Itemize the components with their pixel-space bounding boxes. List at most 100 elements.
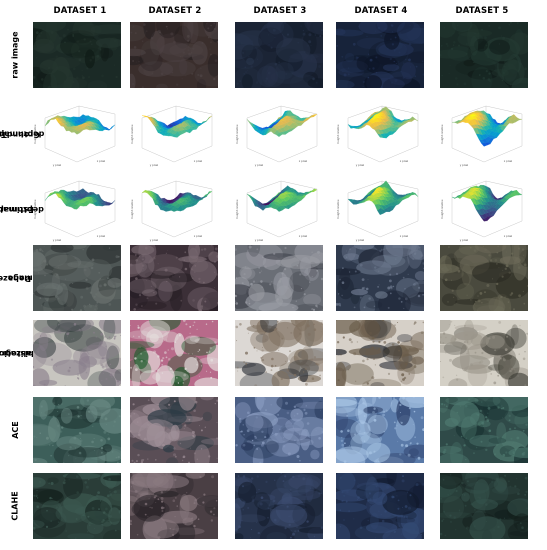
row-label-histogram-equalization: histogramequalization — [0, 320, 49, 386]
depthmap-surface-plot: height relative y pixel x pixel — [233, 175, 325, 245]
x-axis-label: x pixel — [299, 159, 308, 163]
axis-box-line — [44, 147, 78, 163]
surface-plot-svg: height relative y pixel x pixel — [336, 180, 419, 242]
image-tile — [440, 473, 528, 539]
row-label-raw-image: raw image — [11, 31, 20, 79]
underwater-photo — [440, 22, 528, 88]
row-label-estimated-depthmap: Estimateddepthmap — [0, 172, 44, 246]
surface-plot-svg: height relative y pixel x pixel — [440, 105, 523, 167]
image-tile — [33, 22, 121, 88]
axis-box-line — [347, 180, 383, 194]
x-axis-label: x pixel — [504, 234, 513, 238]
image-tile — [440, 320, 528, 386]
row-label-clahe: CLAHE — [11, 491, 21, 521]
image-tile — [440, 245, 528, 311]
axis-box-line — [381, 105, 419, 115]
surface-patch — [451, 195, 458, 199]
depthmap-surface-plot: height relative y pixel x pixel — [438, 100, 530, 170]
surface-plot-svg: height relative y pixel x pixel — [440, 180, 523, 242]
z-axis-label: height relative — [440, 124, 444, 143]
depthmap-surface-plot: height relative y pixel x pixel — [31, 100, 123, 170]
axis-box-line — [173, 145, 213, 163]
z-axis-label: height relative — [130, 199, 134, 218]
x-axis-label: x pixel — [194, 159, 203, 163]
image-tile — [235, 397, 323, 463]
axis-box-line — [44, 222, 78, 238]
depthmap-surface-plot: height relative y pixel x pixel — [128, 175, 220, 245]
z-axis-label: height relative — [130, 124, 134, 143]
surface-patch — [44, 195, 51, 201]
axis-box-line — [246, 105, 282, 119]
depthmap-surface-plot: height relative y pixel x pixel — [31, 175, 123, 245]
underwater-photo — [336, 22, 424, 88]
axis-box-line — [246, 147, 280, 163]
underwater-photo — [336, 397, 424, 463]
axis-box-line — [381, 180, 419, 190]
row-label-line: image — [7, 274, 35, 284]
axis-box-line — [451, 105, 487, 119]
depthmap-surface-plot: height relative y pixel x pixel — [233, 100, 325, 170]
depthmap-surface-plot: height relative y pixel x pixel — [334, 175, 426, 245]
image-tile — [33, 245, 121, 311]
y-axis-label: y pixel — [53, 163, 62, 167]
y-axis-label: y pixel — [53, 238, 62, 242]
underwater-photo — [336, 320, 424, 386]
axis-box-line — [175, 180, 213, 190]
underwater-photo — [336, 245, 424, 311]
axis-box-line — [175, 105, 213, 115]
image-tile — [336, 22, 424, 88]
image-tile — [336, 320, 424, 386]
axis-box-line — [347, 147, 381, 163]
depthmap-surface-plot: height relative y pixel x pixel — [128, 100, 220, 170]
y-axis-label: y pixel — [460, 163, 469, 167]
image-tile — [235, 22, 323, 88]
underwater-photo — [235, 397, 323, 463]
axis-box-line — [76, 145, 116, 163]
image-tile — [33, 473, 121, 539]
surface-plot-svg: height relative y pixel x pixel — [336, 105, 419, 167]
depthmap-surface-plot: height relative y pixel x pixel — [334, 100, 426, 170]
surface-plot-svg: height relative y pixel x pixel — [235, 105, 318, 167]
underwater-photo — [130, 245, 218, 311]
image-tile — [235, 245, 323, 311]
axis-box-line — [280, 105, 318, 115]
depthmap-surface-plot: height relative y pixel x pixel — [438, 175, 530, 245]
z-axis-label: height relative — [235, 199, 239, 218]
image-tile — [130, 397, 218, 463]
y-axis-label: y pixel — [356, 163, 365, 167]
axis-box-line — [141, 105, 177, 119]
axis-box-line — [347, 105, 383, 119]
y-axis-label: y pixel — [460, 238, 469, 242]
image-tile — [235, 320, 323, 386]
x-axis-label: x pixel — [299, 234, 308, 238]
image-tile — [235, 473, 323, 539]
image-tile — [440, 397, 528, 463]
axis-box-line — [141, 147, 175, 163]
surface-patch — [141, 115, 148, 117]
row-label-groundtruth-depthmap: GroundTruthdepthmap — [0, 97, 44, 171]
surface-plot-svg: height relative y pixel x pixel — [33, 180, 116, 242]
row-label-dehazed-image: Dehazedimage — [0, 245, 35, 311]
underwater-photo — [130, 22, 218, 88]
axis-box-line — [278, 220, 318, 238]
axis-box-line — [485, 180, 523, 190]
image-tile — [336, 473, 424, 539]
underwater-photo — [33, 397, 121, 463]
surface-patch — [246, 193, 253, 201]
y-axis-label: y pixel — [150, 163, 159, 167]
image-tile — [336, 397, 424, 463]
axis-box-line — [379, 145, 419, 163]
axis-box-line — [280, 180, 318, 190]
axis-box-line — [76, 220, 116, 238]
image-tile — [130, 245, 218, 311]
column-header-dataset-2: DATASET 2 — [148, 6, 202, 16]
column-header-dataset-3: DATASET 3 — [253, 6, 307, 16]
underwater-photo — [440, 245, 528, 311]
underwater-photo — [130, 320, 218, 386]
axis-box-line — [278, 145, 318, 163]
underwater-photo — [440, 320, 528, 386]
image-tile — [336, 245, 424, 311]
underwater-photo — [235, 320, 323, 386]
axis-box-line — [379, 220, 419, 238]
underwater-photo — [336, 473, 424, 539]
